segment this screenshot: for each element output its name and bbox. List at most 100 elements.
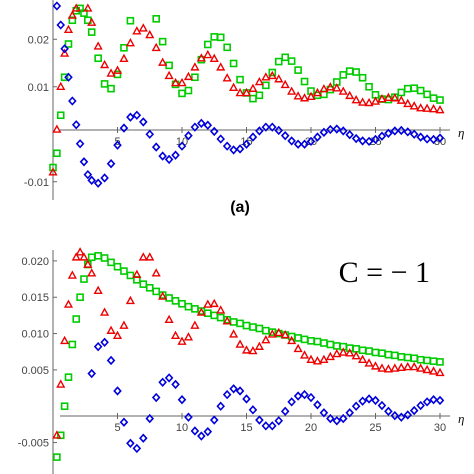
data-point [364, 97, 374, 107]
data-point [435, 395, 445, 406]
data-point [87, 175, 96, 186]
data-point [409, 361, 419, 371]
axis-ticks: 5 10 15 20 25 30 -0.005 0.005 0.010 0.015 0.020 [18, 256, 446, 450]
data-point [119, 53, 129, 63]
data-point [312, 87, 323, 97]
data-point [56, 111, 65, 120]
x-tick-label: 15 [240, 422, 252, 434]
data-point [151, 42, 161, 52]
data-point [229, 145, 238, 155]
data-point [287, 397, 296, 407]
data-point [83, 259, 93, 268]
data-point [184, 130, 193, 141]
data-point [416, 132, 425, 142]
data-point [365, 347, 373, 355]
y-tick-label: 0.015 [21, 292, 49, 304]
y-tick-label: 0.020 [21, 256, 49, 268]
x-tick-label: 25 [369, 422, 381, 434]
data-point [165, 294, 173, 302]
data-point [242, 321, 251, 330]
data-point [203, 49, 213, 59]
data-point [191, 73, 199, 82]
data-point [158, 57, 168, 66]
data-point [403, 361, 413, 371]
data-point [352, 345, 360, 353]
data-point [409, 129, 419, 139]
data-point [63, 24, 74, 34]
data-point [106, 355, 116, 366]
data-point [216, 313, 225, 322]
data-point [300, 139, 309, 149]
data-point [299, 350, 310, 359]
data-point [390, 410, 400, 421]
data-point [293, 343, 303, 353]
data-point [416, 86, 425, 95]
x-tick-label: 30 [434, 422, 446, 434]
series-square [53, 252, 444, 461]
data-point [158, 151, 167, 161]
data-point [325, 351, 335, 361]
data-point [229, 82, 239, 92]
data-point [75, 247, 85, 256]
data-point [209, 53, 219, 63]
data-point [177, 395, 187, 405]
y-tick-label: 0.01 [28, 82, 49, 94]
data-point [403, 127, 413, 137]
data-point [132, 110, 142, 120]
data-point [112, 330, 123, 340]
data-point [204, 40, 212, 49]
data-point [396, 362, 406, 372]
data-point [68, 340, 77, 349]
data-point [67, 10, 77, 19]
data-point [229, 59, 238, 68]
data-point [236, 75, 244, 84]
data-point [119, 417, 129, 427]
data-point [338, 413, 348, 424]
data-point [429, 395, 438, 405]
data-point [80, 275, 88, 283]
data-point [106, 159, 116, 169]
data-point [294, 334, 302, 342]
data-point [120, 267, 128, 275]
data-point [397, 88, 406, 97]
data-point [326, 413, 335, 424]
data-point [75, 139, 85, 149]
data-point [312, 356, 323, 365]
data-point [132, 269, 142, 279]
data-point [100, 80, 109, 88]
data-point [242, 394, 251, 404]
data-point [377, 363, 387, 372]
data-point [422, 364, 432, 374]
data-point [190, 62, 200, 71]
data-point [262, 326, 270, 335]
data-point [177, 77, 187, 87]
data-point [126, 271, 135, 280]
data-point [222, 389, 232, 400]
data-point [390, 363, 400, 372]
data-point [409, 101, 419, 110]
data-point [300, 389, 309, 400]
data-point [229, 318, 238, 326]
data-point [383, 92, 393, 101]
data-point [338, 347, 348, 356]
data-point [293, 391, 303, 401]
data-point [326, 340, 335, 349]
data-point [64, 40, 73, 48]
data-point [216, 401, 225, 411]
data-point [145, 283, 154, 292]
data-point [391, 351, 399, 360]
data-point [320, 339, 328, 347]
data-point [410, 354, 419, 363]
data-point [255, 324, 264, 333]
data-point [248, 83, 258, 92]
data-point [222, 73, 232, 82]
series-triangle [48, 3, 445, 176]
data-point [71, 3, 81, 12]
series-diamond [87, 337, 445, 454]
data-point [422, 397, 432, 407]
data-point [261, 72, 271, 81]
data-point [178, 89, 186, 98]
data-point [164, 314, 174, 324]
data-series [48, 1, 445, 188]
data-point [125, 295, 135, 305]
